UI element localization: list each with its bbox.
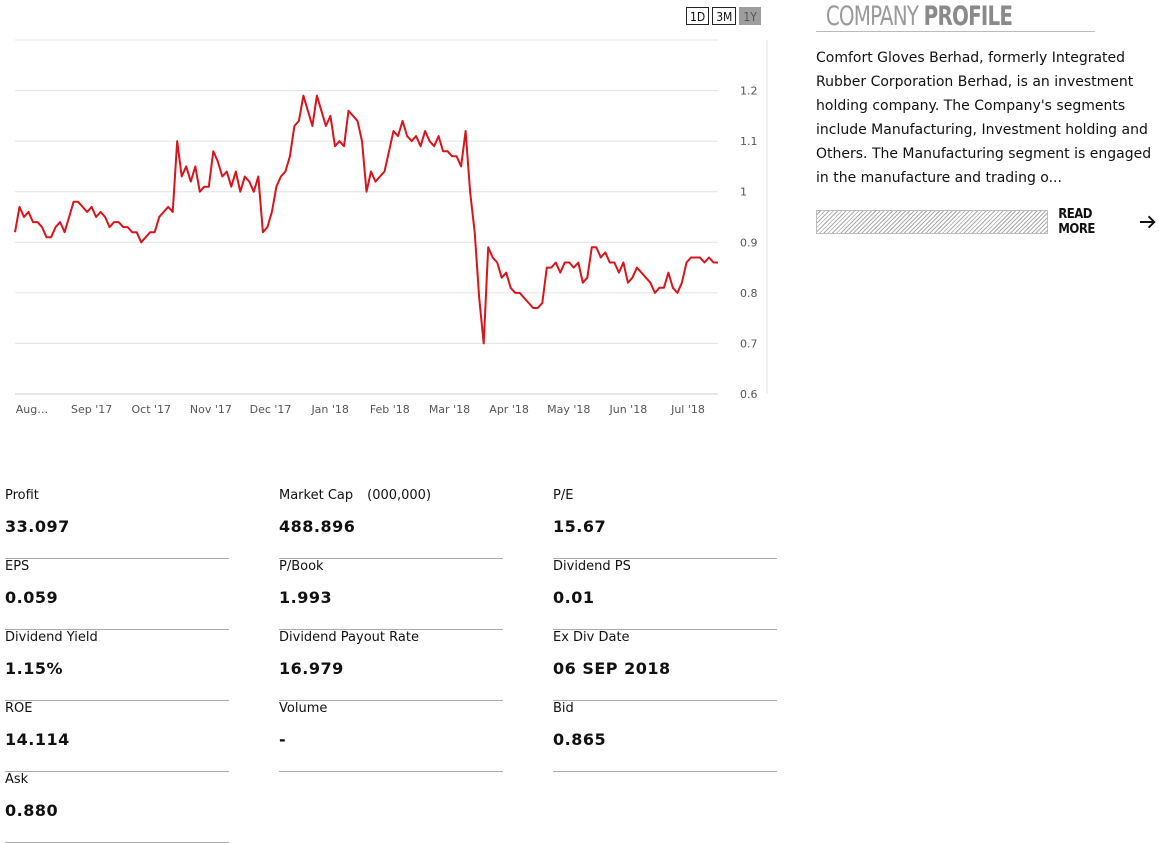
profile-description: Comfort Gloves Berhad, formerly Integrat… — [816, 50, 1152, 186]
stat-pe: P/E 15.67 — [553, 488, 777, 559]
stat-label: Dividend Payout Rate — [279, 630, 419, 645]
stat-value: 488.896 — [279, 517, 356, 536]
x-tick-label: Jan '18 — [310, 403, 348, 416]
stat-unit: (000,000) — [367, 488, 432, 503]
x-tick-label: Sep '17 — [71, 403, 112, 416]
price-series-line — [14, 94, 718, 345]
stat-value: 33.097 — [5, 517, 70, 536]
stat-pbook: P/Book 1.993 — [279, 559, 503, 630]
arrow-right-icon — [1139, 215, 1156, 229]
range-selector: 1D 3M 1Y — [686, 7, 761, 25]
x-tick-label: May '18 — [547, 403, 590, 416]
y-tick-label: 0.8 — [740, 287, 758, 300]
stat-dividend-payout-rate: Dividend Payout Rate 16.979 — [279, 630, 503, 701]
range-tab-1d[interactable]: 1D — [686, 7, 710, 25]
stat-profit: Profit 33.097 — [5, 488, 229, 559]
x-tick-label: Apr '18 — [489, 403, 529, 416]
stat-value: 1.993 — [279, 588, 333, 607]
profile-title-light: COMPANY — [825, 1, 919, 32]
stat-label: Dividend Yield — [5, 630, 98, 645]
stat-label: EPS — [5, 559, 30, 574]
stat-label: Volume — [279, 701, 328, 716]
stat-value: 1.15% — [5, 659, 64, 678]
stat-value: 0.059 — [5, 588, 59, 607]
y-tick-label: 1.2 — [740, 85, 758, 98]
range-tab-3m[interactable]: 3M — [712, 7, 737, 25]
x-tick-label: Aug… — [16, 403, 48, 416]
y-tick-label: 0.6 — [740, 388, 758, 401]
stat-value: 0.880 — [5, 801, 59, 820]
stat-label-text: Market Cap — [279, 488, 354, 503]
read-more-label: READ MORE — [1058, 207, 1095, 237]
y-tick-label: 0.7 — [740, 337, 758, 350]
x-tick-label: Oct '17 — [131, 403, 171, 416]
stat-label: Bid — [553, 701, 574, 716]
stat-ask: Ask 0.880 — [5, 772, 229, 843]
stat-label: P/E — [553, 488, 574, 503]
price-chart: 0.6 0.7 0.8 0.9 1 1.1 1.2 Aug… Sep '17 Oct '17 Nov… — [14, 39, 768, 416]
stat-dividend-ps: Dividend PS 0.01 — [553, 559, 777, 630]
x-tick-label: Jul '18 — [670, 403, 705, 416]
stat-value: 0.01 — [553, 588, 595, 607]
profile-title-bold: PROFILE — [923, 1, 1013, 32]
stat-value: 15.67 — [553, 517, 607, 536]
stat-label: ROE — [5, 701, 33, 716]
stat-dividend-yield: Dividend Yield 1.15% — [5, 630, 229, 701]
stat-ex-div-date: Ex Div Date 06 SEP 2018 — [553, 630, 777, 701]
stat-roe: ROE 14.114 — [5, 701, 229, 772]
stat-label: Ex Div Date — [553, 630, 630, 645]
profile-title: COMPANY PROFILE — [816, 3, 1095, 32]
read-more-row: READ MORE — [816, 207, 1156, 237]
y-tick-label: 0.9 — [740, 236, 758, 249]
stat-label: P/Book — [279, 559, 324, 574]
stat-label: Ask — [5, 772, 29, 787]
x-tick-label: Jun '18 — [609, 403, 648, 416]
x-tick-label: Nov '17 — [190, 403, 232, 416]
stat-eps: EPS 0.059 — [5, 559, 229, 630]
stat-bid: Bid 0.865 — [553, 701, 777, 772]
hatch-divider — [816, 210, 1049, 234]
stat-value: - — [279, 730, 287, 749]
stat-value: 06 SEP 2018 — [553, 659, 671, 678]
stat-market-cap: Market Cap (000,000) 488.896 — [279, 488, 503, 559]
stat-label: Profit — [5, 488, 39, 503]
x-tick-label: Dec '17 — [250, 403, 292, 416]
x-tick-label: Feb '18 — [370, 403, 410, 416]
stat-value: 0.865 — [553, 730, 607, 749]
y-tick-label: 1.1 — [740, 135, 758, 148]
stat-label: Market Cap (000,000) — [279, 488, 431, 503]
company-profile: COMPANY PROFILE Comfort Gloves Berhad, f… — [816, 0, 1156, 237]
stat-volume: Volume - — [279, 701, 503, 772]
stat-value: 16.979 — [279, 659, 344, 678]
stat-value: 14.114 — [5, 730, 70, 749]
read-more-link[interactable]: READ MORE — [1058, 207, 1156, 237]
y-tick-label: 1 — [740, 186, 747, 199]
stat-label: Dividend PS — [553, 559, 631, 574]
range-tab-1y[interactable]: 1Y — [739, 7, 761, 25]
x-tick-label: Mar '18 — [429, 403, 470, 416]
